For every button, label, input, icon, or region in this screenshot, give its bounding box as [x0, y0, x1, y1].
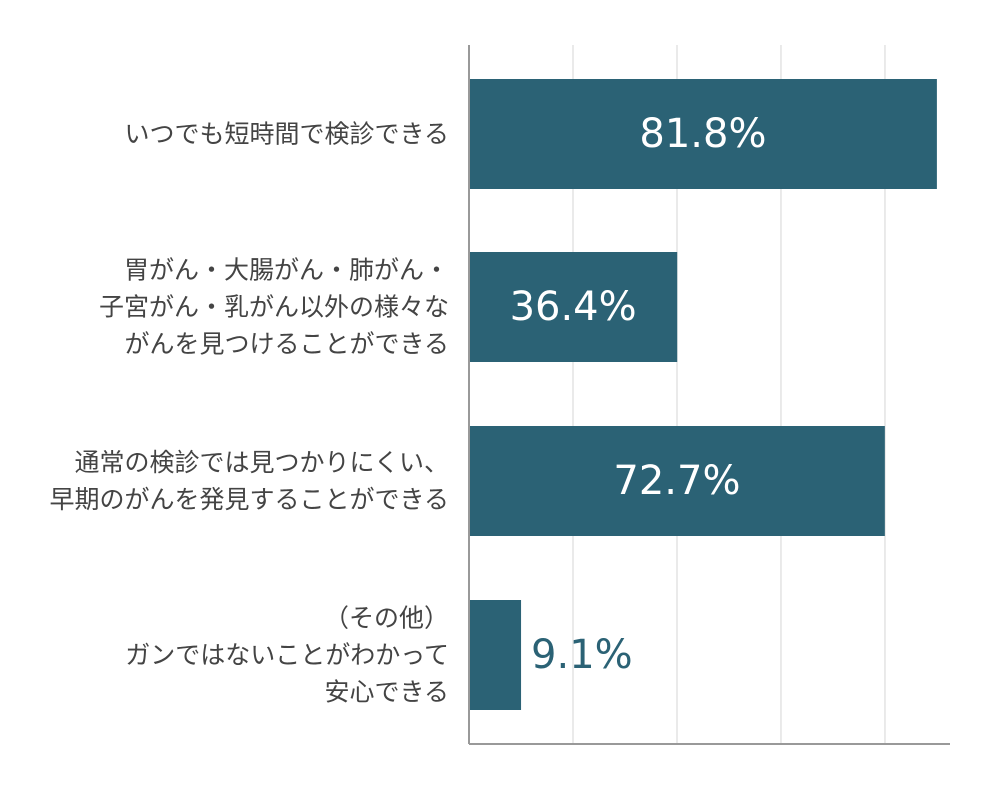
category-label-2-line-1: 胃がん・大腸がん・肺がん・ — [124, 256, 449, 285]
data-label-4: 9.1% — [531, 632, 633, 678]
bar-2 — [469, 252, 678, 362]
category-label-4-line-3: 安心できる — [324, 678, 449, 707]
category-label-2-line-2: 子宮がん・乳がん以外の様々な — [99, 293, 449, 322]
category-label-3: 通常の検診では見つかりにくい、早期のがんを発見することができる — [49, 448, 449, 514]
category-label-3-line-2: 早期のがんを発見することができる — [49, 485, 449, 514]
data-label-3: 72.7% — [613, 458, 740, 504]
data-label-1: 81.8% — [639, 111, 766, 157]
category-label-4: （その他） ガンではないことがわかって安心できる — [125, 604, 449, 707]
category-label-1-line-1: いつでも短時間で検診できる — [124, 120, 449, 149]
category-label-4-line-1: （その他） — [324, 604, 449, 633]
category-label-2: 胃がん・大腸がん・肺がん・子宮がん・乳がん以外の様々ながんを見つけることができる — [99, 256, 449, 359]
category-label-2-line-3: がんを見つけることができる — [124, 330, 449, 359]
category-label-1: いつでも短時間で検診できる — [124, 120, 449, 149]
bar-1 — [469, 79, 937, 189]
bar-4 — [469, 600, 522, 710]
bar-3 — [469, 426, 885, 536]
category-label-4-line-2: ガンではないことがわかって — [125, 641, 449, 670]
category-label-3-line-1: 通常の検診では見つかりにくい、 — [74, 448, 449, 477]
data-label-2: 36.4% — [510, 284, 637, 330]
